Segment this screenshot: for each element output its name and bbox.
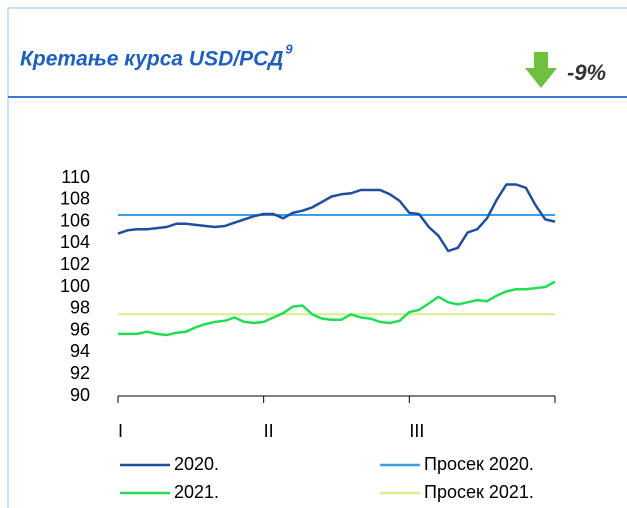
x-tick-label: I [118,421,123,441]
x-tick-label: II [264,421,274,441]
y-tick-label: 102 [60,254,90,274]
y-tick-label: 110 [61,167,90,187]
legend-label: 2020. [174,454,219,474]
series-line [118,280,556,337]
title: Кретање курса USD/РСД [20,48,283,71]
y-tick-label: 104 [60,232,90,252]
y-tick-label: 92 [70,363,90,383]
legend-label: 2021. [174,482,219,502]
y-tick-label: 94 [70,341,90,361]
y-tick-label: 100 [60,276,90,296]
down-arrow [525,52,557,88]
x-tick-label: III [409,421,424,441]
y-tick-label: 106 [60,210,90,230]
y-tick-label: 108 [60,189,90,209]
footnote: 9 [285,41,293,56]
change: -9% [567,60,606,85]
series-line [117,183,556,253]
y-tick-label: 98 [70,298,90,318]
y-tick-label: 96 [70,319,90,339]
y-tick-label: 90 [70,385,90,405]
legend-label: Просек 2020. [424,454,534,474]
legend-label: Просек 2021. [424,482,534,502]
